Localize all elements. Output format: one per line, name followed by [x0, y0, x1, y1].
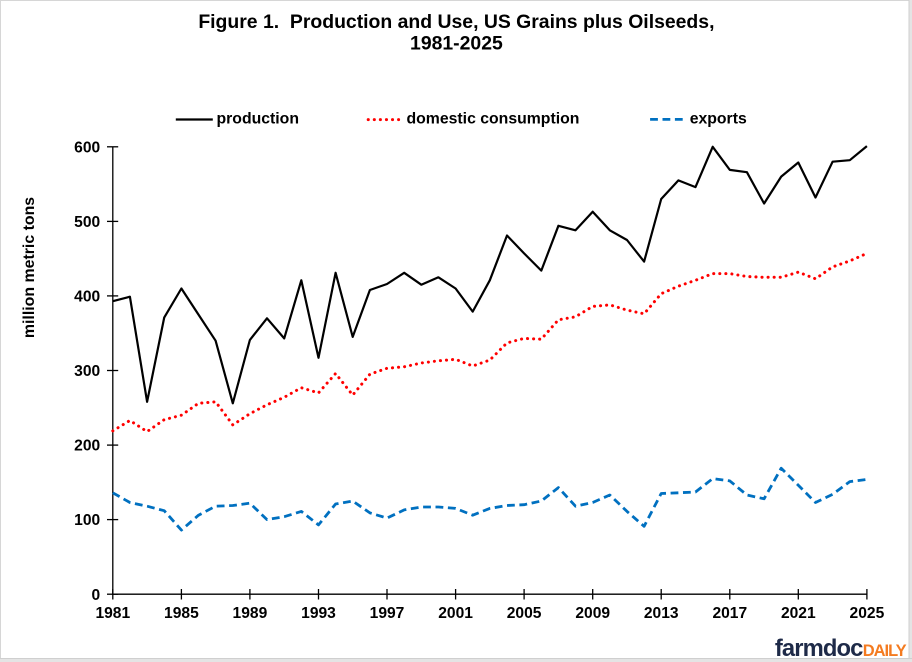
svg-text:1997: 1997 [370, 605, 405, 622]
svg-text:2001: 2001 [438, 605, 473, 622]
svg-text:400: 400 [74, 289, 100, 306]
svg-text:1985: 1985 [164, 605, 199, 622]
svg-text:Figure 1. Production and Use,: Figure 1. Production and Use, US Grains … [198, 11, 714, 33]
svg-text:2005: 2005 [507, 605, 542, 622]
svg-text:200: 200 [74, 438, 100, 455]
svg-text:1981-2025: 1981-2025 [410, 33, 503, 55]
svg-text:600: 600 [74, 139, 100, 156]
svg-text:2025: 2025 [850, 605, 885, 622]
svg-text:exports: exports [690, 111, 747, 128]
svg-text:300: 300 [74, 363, 100, 380]
svg-text:farmdoc: farmdoc [775, 635, 863, 662]
svg-text:100: 100 [74, 512, 100, 529]
svg-text:DAILY: DAILY [863, 642, 907, 660]
svg-text:0: 0 [92, 587, 101, 604]
svg-text:2021: 2021 [781, 605, 816, 622]
svg-text:2017: 2017 [712, 605, 747, 622]
svg-text:1993: 1993 [301, 605, 336, 622]
svg-text:500: 500 [74, 214, 100, 231]
svg-text:1981: 1981 [95, 605, 130, 622]
svg-text:production: production [217, 111, 299, 128]
svg-text:million metric tons: million metric tons [21, 197, 38, 338]
svg-text:2009: 2009 [575, 605, 610, 622]
svg-text:domestic consumption: domestic consumption [407, 111, 580, 128]
svg-text:1989: 1989 [233, 605, 268, 622]
svg-text:2013: 2013 [644, 605, 679, 622]
